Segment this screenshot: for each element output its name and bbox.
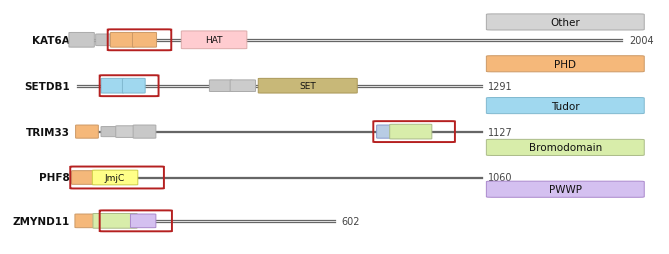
- Text: 2004: 2004: [629, 36, 654, 46]
- FancyBboxPatch shape: [75, 214, 99, 228]
- FancyBboxPatch shape: [93, 214, 137, 228]
- Text: ZMYND11: ZMYND11: [13, 216, 70, 226]
- Text: JmjC: JmjC: [105, 173, 125, 182]
- Text: 1127: 1127: [488, 127, 513, 137]
- FancyBboxPatch shape: [69, 33, 94, 48]
- Text: PHF8: PHF8: [39, 173, 70, 183]
- Text: TRIM33: TRIM33: [26, 127, 70, 137]
- FancyBboxPatch shape: [486, 181, 644, 198]
- FancyBboxPatch shape: [116, 126, 136, 138]
- FancyBboxPatch shape: [389, 125, 432, 139]
- FancyBboxPatch shape: [96, 35, 116, 46]
- FancyBboxPatch shape: [486, 98, 644, 114]
- Text: PWWP: PWWP: [549, 184, 582, 195]
- FancyBboxPatch shape: [72, 171, 94, 185]
- FancyBboxPatch shape: [92, 170, 138, 185]
- FancyBboxPatch shape: [101, 79, 124, 94]
- FancyBboxPatch shape: [486, 140, 644, 156]
- Text: 1291: 1291: [488, 81, 513, 91]
- FancyBboxPatch shape: [76, 125, 98, 139]
- FancyBboxPatch shape: [209, 81, 232, 92]
- Text: 1060: 1060: [488, 173, 513, 183]
- FancyBboxPatch shape: [101, 127, 118, 137]
- Text: Other: Other: [551, 18, 580, 28]
- Text: SETDB1: SETDB1: [25, 81, 70, 91]
- FancyBboxPatch shape: [181, 32, 247, 50]
- FancyBboxPatch shape: [110, 33, 134, 48]
- Text: KAT6A: KAT6A: [33, 36, 70, 46]
- Text: Tudor: Tudor: [551, 101, 579, 111]
- Text: HAT: HAT: [205, 36, 223, 45]
- FancyBboxPatch shape: [377, 125, 399, 139]
- FancyBboxPatch shape: [122, 79, 145, 94]
- FancyBboxPatch shape: [486, 56, 644, 73]
- FancyBboxPatch shape: [130, 214, 156, 228]
- FancyBboxPatch shape: [230, 81, 256, 92]
- FancyBboxPatch shape: [258, 79, 357, 94]
- FancyBboxPatch shape: [132, 33, 157, 48]
- FancyBboxPatch shape: [486, 15, 644, 31]
- Text: SET: SET: [299, 82, 316, 91]
- FancyBboxPatch shape: [133, 125, 156, 139]
- Text: 602: 602: [341, 216, 360, 226]
- Text: Bromodomain: Bromodomain: [529, 143, 602, 153]
- Text: PHD: PHD: [555, 59, 576, 70]
